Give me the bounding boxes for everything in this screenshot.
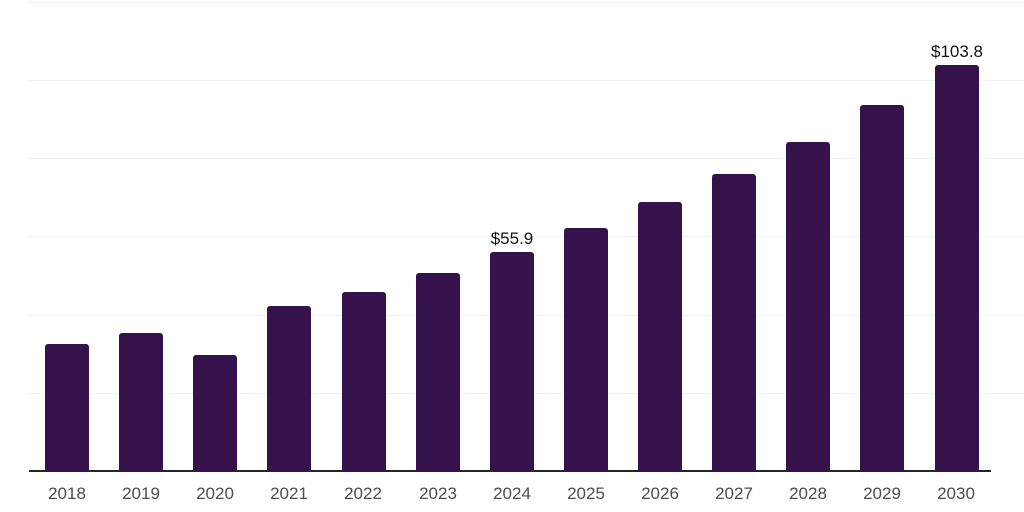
bar-2020 <box>193 354 237 471</box>
x-tick-label-2023: 2023 <box>419 484 457 503</box>
x-tick-label-2028: 2028 <box>789 484 827 503</box>
bar-2018 <box>45 343 89 471</box>
x-tick-label-2029: 2029 <box>863 484 901 503</box>
bar-2026 <box>638 201 682 471</box>
data-label-2024: $55.9 <box>490 229 534 248</box>
bar-2030 <box>935 64 979 471</box>
x-tick-label-2022: 2022 <box>344 484 382 503</box>
x-tick-label-2025: 2025 <box>567 484 605 503</box>
bar-2028 <box>786 141 830 471</box>
bar-2023 <box>416 272 460 471</box>
bar-2021 <box>267 305 311 471</box>
x-axis-line <box>29 470 991 472</box>
x-tick-label-2020: 2020 <box>196 484 234 503</box>
x-tick-label-2021: 2021 <box>270 484 308 503</box>
x-tick-label-2026: 2026 <box>641 484 679 503</box>
bar-2024 <box>490 252 534 471</box>
data-label-2030: $103.8 <box>931 42 983 61</box>
gridline <box>28 80 1024 81</box>
bar-2025 <box>564 228 608 471</box>
gridline <box>28 2 1024 3</box>
x-tick-label-2018: 2018 <box>48 484 86 503</box>
bar-2027 <box>712 173 756 471</box>
x-tick-label-2030: 2030 <box>937 484 975 503</box>
x-tick-label-2024: 2024 <box>493 484 531 503</box>
x-tick-label-2019: 2019 <box>122 484 160 503</box>
bar-2022 <box>342 291 386 471</box>
bar-2029 <box>860 105 904 471</box>
gridline <box>28 158 1024 159</box>
bar-2019 <box>119 332 163 471</box>
gridline <box>28 236 1024 237</box>
x-tick-label-2027: 2027 <box>715 484 753 503</box>
